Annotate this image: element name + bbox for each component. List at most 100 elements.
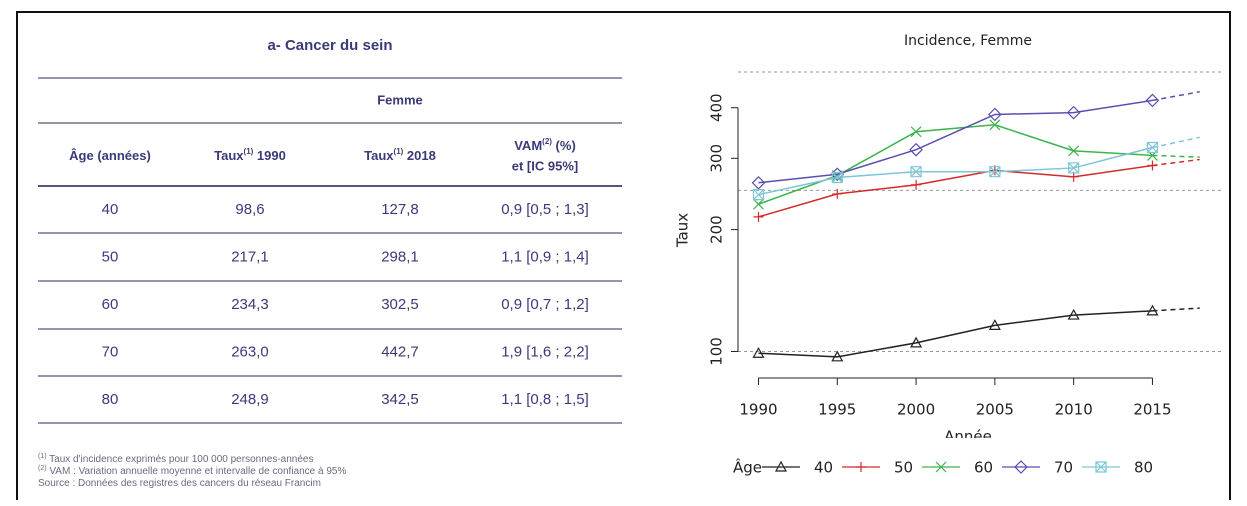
x-tick-label: 2005 (976, 401, 1014, 419)
table-cell: 217,1 (231, 248, 269, 265)
marker (1147, 160, 1158, 171)
table-cell: 60 (102, 296, 119, 313)
marker (988, 107, 1002, 122)
y-tick-label: 300 (708, 144, 726, 173)
marker (1145, 93, 1160, 108)
marker (989, 119, 1001, 131)
marker (1066, 105, 1081, 120)
legend-entry: 40 (762, 459, 833, 477)
marker (831, 350, 844, 362)
marker (1067, 308, 1080, 320)
projection-line (1152, 307, 1200, 312)
legend-label: 60 (974, 459, 993, 477)
marker (832, 188, 843, 199)
table-cell: 98,6 (235, 201, 264, 218)
x-tick-label: 1990 (739, 401, 777, 419)
text-part: 1990 (253, 148, 286, 163)
text-part: (2) (38, 465, 47, 472)
marker (1146, 141, 1159, 154)
table-cell: 40 (102, 201, 119, 218)
marker (856, 462, 866, 472)
column-header: Taux(1) 2018 (364, 147, 436, 163)
marker (752, 347, 765, 358)
text-part: VAM : Variation annuelle moyenne et inte… (47, 466, 347, 477)
y-tick-label: 100 (708, 337, 726, 366)
legend-entry: 60 (922, 459, 993, 477)
table-cell: 342,5 (381, 391, 419, 408)
series-line (758, 146, 1153, 196)
text-part: (1) (38, 453, 47, 460)
table-cell: 80 (102, 391, 119, 408)
marker (935, 461, 947, 473)
table-cell: 442,7 (381, 343, 419, 360)
marker (910, 336, 923, 348)
table-cell: 263,0 (231, 343, 269, 360)
table-cell: 234,3 (231, 296, 269, 313)
text-part: (1) (394, 147, 404, 156)
table-cell: 248,9 (231, 391, 269, 408)
marker (1068, 145, 1080, 157)
marker (910, 166, 922, 178)
y-tick-label: 400 (708, 93, 726, 122)
marker (751, 175, 766, 190)
text-part: (%) (552, 138, 576, 153)
projection-line (1152, 158, 1200, 167)
text-part: Taux d'incidence exprimés pour 100 000 p… (47, 454, 314, 465)
marker (989, 166, 1001, 178)
marker (774, 460, 788, 472)
text-part: VAM (514, 138, 542, 153)
text-part: (2) (542, 137, 552, 146)
x-tick-label: 2000 (897, 401, 935, 419)
group-header: Femme (377, 92, 423, 107)
text-part: 2018 (403, 148, 436, 163)
table-cell: 127,8 (381, 201, 419, 218)
chart-title: Incidence, Femme (904, 33, 1032, 49)
marker (1146, 304, 1159, 316)
footnote: (2) VAM : Variation annuelle moyenne et … (38, 465, 346, 477)
legend-entry: 50 (842, 459, 913, 477)
legend-label: 50 (894, 459, 913, 477)
table-cell: 1,9 [1,6 ; 2,2] (501, 343, 589, 360)
marker (1095, 461, 1107, 473)
legend-entry: 80 (1082, 459, 1153, 477)
text-part: Âge (années) (69, 148, 151, 163)
x-axis-label: Année (944, 428, 992, 446)
series-line (758, 310, 1153, 358)
table-cell: 1,1 [0,8 ; 1,5] (501, 391, 589, 408)
footnote: Source : Données des registres des cance… (38, 478, 321, 489)
x-tick-label: 2015 (1133, 401, 1171, 419)
marker (753, 198, 764, 210)
projection-line (1152, 136, 1200, 149)
marker (831, 171, 843, 184)
frame (16, 11, 1231, 500)
column-header: VAM(2) (%) (514, 137, 576, 153)
table-cell: 0,9 [0,5 ; 1,3] (501, 201, 589, 218)
x-tick-label: 1995 (818, 401, 856, 419)
projection-line (1152, 154, 1200, 158)
table-title: a- Cancer du sein (267, 37, 392, 54)
series-line (758, 99, 1153, 184)
marker (752, 189, 765, 201)
footnote: (1) Taux d'incidence exprimés pour 100 0… (38, 453, 313, 465)
text-part: Source : Données des registres des cance… (38, 478, 321, 489)
marker (988, 319, 1001, 330)
text-part: Taux (214, 148, 244, 163)
legend-label: 40 (814, 459, 833, 477)
text-part: (1) (244, 147, 254, 156)
marker (910, 126, 922, 138)
table-cell: 50 (102, 248, 119, 265)
y-tick-label: 200 (708, 215, 726, 244)
marker (1014, 460, 1028, 474)
table-cell: 298,1 (381, 248, 419, 265)
marker (909, 142, 923, 157)
x-tick-label: 2010 (1055, 401, 1093, 419)
projection-line (1152, 91, 1200, 102)
legend-label: 70 (1054, 459, 1073, 477)
legend-entry: 70 (1002, 459, 1073, 477)
text-part: Taux (364, 148, 394, 163)
y-axis-label: Taux (674, 213, 692, 248)
table-cell: 302,5 (381, 296, 419, 313)
series-line (758, 164, 1153, 218)
